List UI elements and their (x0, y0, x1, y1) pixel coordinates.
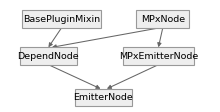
Text: DependNode: DependNode (18, 52, 79, 60)
FancyBboxPatch shape (22, 10, 101, 28)
FancyBboxPatch shape (123, 47, 194, 65)
FancyBboxPatch shape (75, 89, 132, 106)
Text: EmitterNode: EmitterNode (73, 93, 133, 102)
FancyBboxPatch shape (20, 47, 77, 65)
FancyBboxPatch shape (136, 10, 189, 28)
Text: MPxNode: MPxNode (141, 15, 185, 24)
Text: MPxEmitterNode: MPxEmitterNode (119, 52, 198, 60)
Text: BasePluginMixin: BasePluginMixin (23, 15, 100, 24)
